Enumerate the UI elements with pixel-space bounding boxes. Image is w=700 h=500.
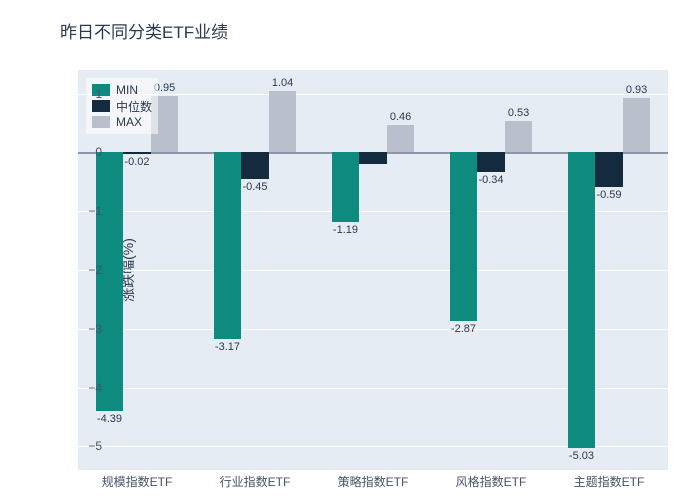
value-label: -0.34 <box>478 174 503 186</box>
y-tick-label: 1 <box>72 87 102 101</box>
legend-label: MIN <box>116 83 138 97</box>
bar <box>123 152 151 153</box>
value-label: -3.17 <box>215 341 240 353</box>
x-tick-label: 行业指数ETF <box>220 473 291 490</box>
y-tick-label: −3 <box>72 322 102 336</box>
bar <box>387 125 415 152</box>
chart-title: 昨日不同分类ETF业绩 <box>60 18 228 43</box>
x-tick-label: 策略指数ETF <box>338 473 409 490</box>
x-tick-label: 规模指数ETF <box>102 473 173 490</box>
x-tick-label: 风格指数ETF <box>456 473 527 490</box>
legend-item: MAX <box>92 114 152 130</box>
y-tick-label: −2 <box>72 263 102 277</box>
y-tick-label: 0 <box>72 145 102 159</box>
value-label: -0.45 <box>242 181 267 193</box>
value-label: 0.46 <box>390 111 411 123</box>
value-label: 0.93 <box>626 84 647 96</box>
legend-label: 中位数 <box>116 98 152 115</box>
bar <box>568 152 596 448</box>
bar <box>241 152 269 178</box>
value-label: -2.87 <box>451 323 476 335</box>
value-label: -0.59 <box>596 189 621 201</box>
bar <box>505 121 533 152</box>
bar <box>214 152 242 338</box>
value-label: -0.02 <box>124 156 149 168</box>
bar <box>477 152 505 172</box>
x-tick-label: 主题指数ETF <box>574 473 645 490</box>
y-tick-label: −4 <box>72 381 102 395</box>
y-tick-label: −1 <box>72 204 102 218</box>
value-label: -4.39 <box>97 413 122 425</box>
value-label: 1.04 <box>272 77 293 89</box>
bar <box>359 152 387 163</box>
legend-swatch <box>92 116 110 128</box>
value-label: -5.03 <box>569 450 594 462</box>
value-label: -1.19 <box>333 224 358 236</box>
plot-area: 涨跌幅(%) 规模指数ETF-4.39-0.020.95行业指数ETF-3.17… <box>78 70 668 470</box>
legend-label: MAX <box>116 115 142 129</box>
bar <box>269 91 297 152</box>
value-label: 0.53 <box>508 107 529 119</box>
legend-swatch <box>92 100 110 112</box>
bar <box>623 98 651 153</box>
bar <box>595 152 623 187</box>
bar <box>96 152 124 410</box>
bar <box>332 152 360 222</box>
y-tick-label: −5 <box>72 439 102 453</box>
bar <box>450 152 478 321</box>
